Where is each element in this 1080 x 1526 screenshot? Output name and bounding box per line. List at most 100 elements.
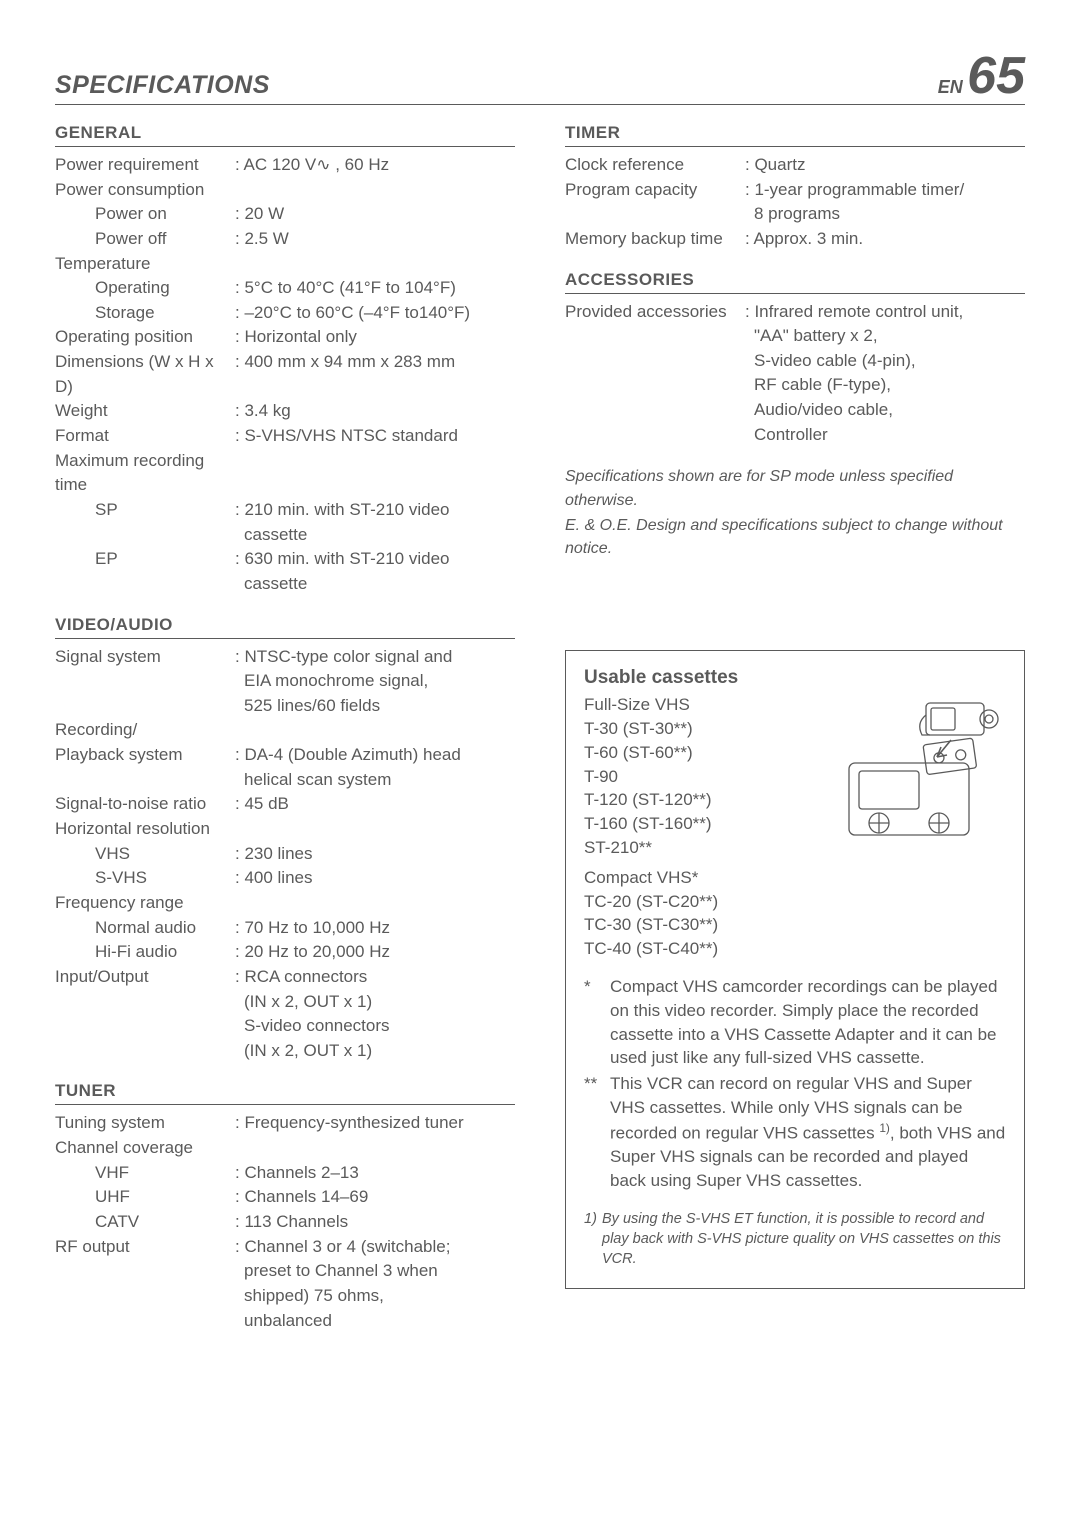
spec-label: Power requirement [55,153,235,178]
spec-value [235,1136,515,1161]
spec-label [55,1039,235,1064]
spec-row: (IN x 2, OUT x 1) [55,990,515,1015]
spec-label: CATV [55,1210,235,1235]
spec-value: : 1-year programmable timer/ [745,178,1025,203]
section-videoaudio: VIDEO/AUDIO [55,615,515,639]
spec-value: cassette [235,523,515,548]
cassette-list-compact: TC-20 (ST-C20**)TC-30 (ST-C30**)TC-40 (S… [584,890,1006,961]
spec-row: Operating position: Horizontal only [55,325,515,350]
spec-value: : RCA connectors [235,965,515,990]
section-timer: TIMER [565,123,1025,147]
spec-row: Weight: 3.4 kg [55,399,515,424]
note-text: This VCR can record on regular VHS and S… [610,1072,1006,1193]
spec-note-2: E. & O.E. Design and specifications subj… [565,514,1025,560]
tuner-rows: Tuning system: Frequency-synthesized tun… [55,1111,515,1333]
spec-value: : Approx. 3 min. [745,227,1025,252]
spec-label [55,669,235,694]
spec-row: Dimensions (W x H x D): 400 mm x 94 mm x… [55,350,515,399]
spec-value: : 3.4 kg [235,399,515,424]
spec-row: EP: 630 min. with ST-210 video [55,547,515,572]
spec-row: Input/Output: RCA connectors [55,965,515,990]
spec-value: : Infrared remote control unit, [745,300,1025,325]
spec-row: Temperature [55,252,515,277]
spec-label [55,1259,235,1284]
cassette-footnote: 1) By using the S-VHS ET function, it is… [584,1209,1006,1270]
spec-row: S-VHS: 400 lines [55,866,515,891]
cassette-title: Usable cassettes [584,667,1006,689]
spec-row: Controller [565,423,1025,448]
videoaudio-rows: Signal system: NTSC-type color signal an… [55,645,515,1064]
spec-row: Clock reference: Quartz [565,153,1025,178]
spec-row: Signal-to-noise ratio: 45 dB [55,792,515,817]
left-column: GENERAL Power requirement: AC 120 V∿ , 6… [55,123,515,1333]
page-number: EN 65 [938,50,1025,102]
footnote-text: By using the S-VHS ET function, it is po… [602,1209,1006,1270]
spec-value: : Quartz [745,153,1025,178]
page-en-label: EN [938,77,963,97]
spec-row: VHF: Channels 2–13 [55,1161,515,1186]
spec-row: S-video connectors [55,1014,515,1039]
spec-value [235,817,515,842]
note-text: Compact VHS camcorder recordings can be … [610,975,1006,1070]
general-rows: Power requirement: AC 120 V∿ , 60 HzPowe… [55,153,515,597]
spec-value: preset to Channel 3 when [235,1259,515,1284]
spec-label [565,373,745,398]
spec-value: : Frequency-synthesized tuner [235,1111,515,1136]
cassette-note-1: * Compact VHS camcorder recordings can b… [584,975,1006,1070]
spec-row: shipped) 75 ohms, [55,1284,515,1309]
spec-label: Signal-to-noise ratio [55,792,235,817]
spec-row: Storage: –20°C to 60°C (–4°F to140°F) [55,301,515,326]
spec-row: cassette [55,523,515,548]
spec-label [565,398,745,423]
spec-value: : 20 W [235,202,515,227]
spec-label: Power on [55,202,235,227]
spec-row: RF cable (F-type), [565,373,1025,398]
spec-value: : 210 min. with ST-210 video [235,498,515,523]
spec-label [55,694,235,719]
spec-label: Dimensions (W x H x D) [55,350,235,399]
spec-row: preset to Channel 3 when [55,1259,515,1284]
spec-value: : AC 120 V∿ , 60 Hz [235,153,515,178]
spec-label: Weight [55,399,235,424]
spec-value: : 400 lines [235,866,515,891]
spec-row: Playback system: DA-4 (Double Azimuth) h… [55,743,515,768]
accessories-rows: Provided accessories: Infrared remote co… [565,300,1025,448]
spec-row: Signal system: NTSC-type color signal an… [55,645,515,670]
spec-value: S-video connectors [235,1014,515,1039]
spec-value: : 230 lines [235,842,515,867]
spec-label: Tuning system [55,1111,235,1136]
spec-row: unbalanced [55,1309,515,1334]
spec-value [235,891,515,916]
cassette-illustration-icon [811,695,1006,855]
spec-value: : 20 Hz to 20,000 Hz [235,940,515,965]
spec-label: VHS [55,842,235,867]
spec-label: Hi-Fi audio [55,940,235,965]
spec-row: RF output: Channel 3 or 4 (switchable; [55,1235,515,1260]
spec-value: shipped) 75 ohms, [235,1284,515,1309]
spec-label: Power consumption [55,178,235,203]
spec-value: "AA" battery x 2, [745,324,1025,349]
spec-label: S-VHS [55,866,235,891]
spec-note-1: Specifications shown are for SP mode unl… [565,465,1025,511]
spec-row: Frequency range [55,891,515,916]
spec-value: : 45 dB [235,792,515,817]
spec-value: : Channels 14–69 [235,1185,515,1210]
section-accessories: ACCESSORIES [565,270,1025,294]
spec-row: Audio/video cable, [565,398,1025,423]
spec-label: Clock reference [565,153,745,178]
spec-row: SP: 210 min. with ST-210 video [55,498,515,523]
spec-label: SP [55,498,235,523]
spec-row: Power off: 2.5 W [55,227,515,252]
spec-value: : 630 min. with ST-210 video [235,547,515,572]
cassette-note-2: ** This VCR can record on regular VHS an… [584,1072,1006,1193]
spec-label [565,202,745,227]
spec-value: EIA monochrome signal, [235,669,515,694]
cassette-box: Usable cassettes Full-Size VHS T-30 (ST-… [565,650,1025,1288]
spec-value: : 113 Channels [235,1210,515,1235]
spec-label: Program capacity [565,178,745,203]
spec-label: Power off [55,227,235,252]
spec-label: Signal system [55,645,235,670]
spec-value: : S-VHS/VHS NTSC standard [235,424,515,449]
page-number-value: 65 [967,47,1025,105]
spec-value [235,449,515,498]
